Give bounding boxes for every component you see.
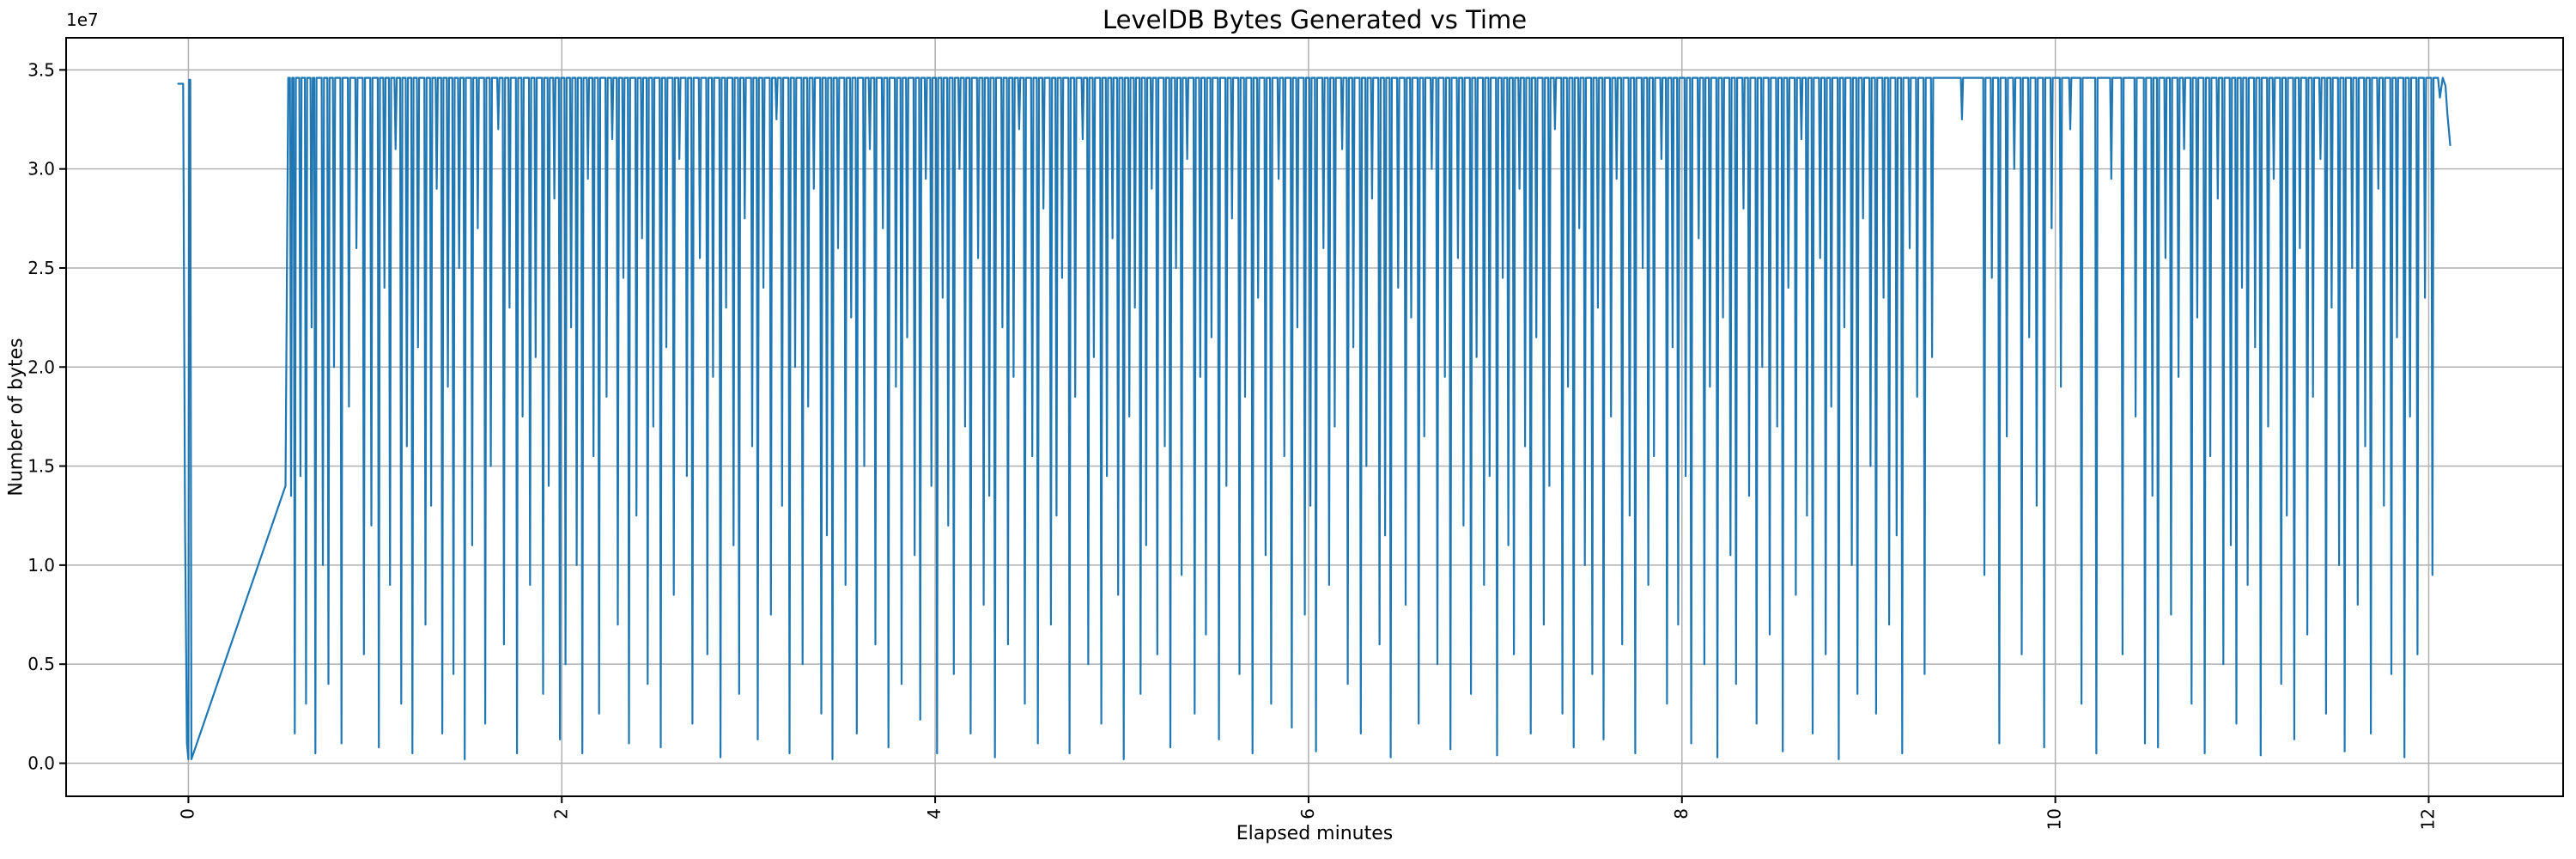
x-tick-label: 10: [2044, 808, 2065, 830]
x-axis-label: Elapsed minutes: [1236, 823, 1394, 844]
y-tick-label: 1.5: [27, 456, 55, 477]
x-tick-label: 12: [2417, 808, 2438, 830]
y-tick-label: 2.5: [27, 258, 55, 278]
y-tick-label: 1.0: [27, 555, 55, 576]
y-axis-label-wrap: Number of bytes: [5, 38, 27, 796]
plot-border: [65, 37, 2564, 797]
chart-title: LevelDB Bytes Generated vs Time: [1102, 5, 1528, 34]
y-tick-label: 0.5: [27, 654, 55, 674]
y-axis-label: Number of bytes: [5, 338, 27, 497]
x-tick-label: 0: [177, 808, 197, 819]
x-tick-label: 6: [1297, 808, 1318, 819]
x-tick-label: 8: [1671, 808, 1692, 819]
y-tick-label: 2.0: [27, 356, 55, 377]
y-tick-label: 3.0: [27, 159, 55, 180]
y-tick-label: 3.5: [27, 59, 55, 80]
x-tick-label: 2: [550, 808, 571, 819]
x-tick-label: 4: [924, 808, 945, 819]
series-line: [177, 76, 2451, 760]
y-tick-label: 0.0: [27, 752, 55, 773]
y-axis-offset-label: 1e7: [66, 9, 99, 30]
